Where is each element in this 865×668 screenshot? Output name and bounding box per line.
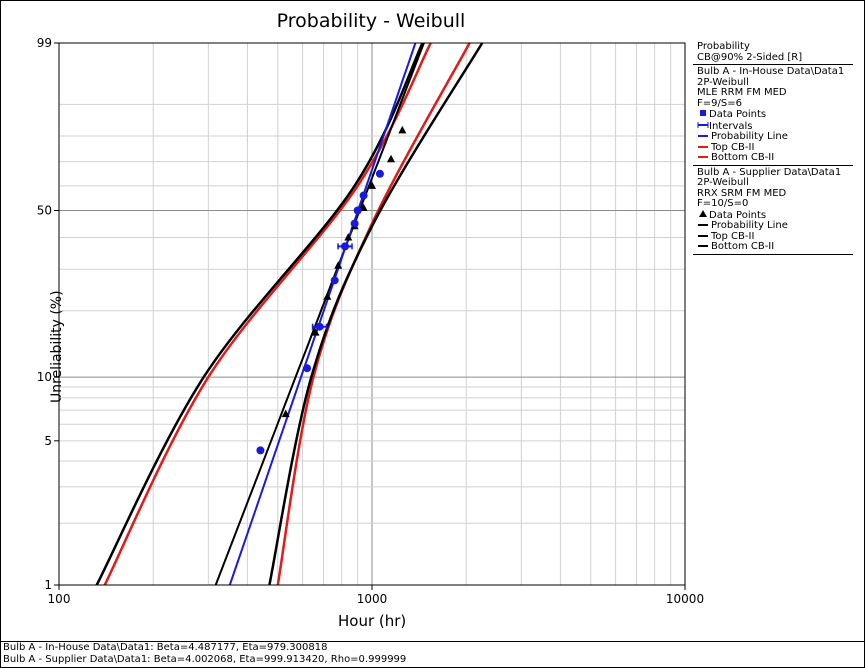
legend-g1-model: 2P-Weibull [697, 76, 749, 88]
supplier-data-point [344, 233, 353, 241]
legend-item-g1-intervals: Intervals [697, 121, 857, 133]
legend-g2-model: 2P-Weibull [697, 177, 749, 188]
supplier-data-point [368, 181, 376, 189]
supplier-bottom-cb-line [268, 43, 484, 585]
tick-labels: 100 1000 10000 1 5 10 50 99 [37, 36, 704, 606]
legend-item-g2-top: Top CB-II [697, 231, 857, 243]
supplier-data-point [323, 292, 332, 300]
y-tick-label: 5 [44, 434, 52, 448]
inhouse-bottom-cb-line [276, 43, 471, 585]
legend-divider [693, 64, 853, 65]
y-tick-label: 99 [37, 36, 52, 50]
black-line-swatch [698, 245, 708, 247]
legend: Probability CB@90% 2-Sided [R] Bulb A - … [693, 41, 857, 257]
inhouse-data-point [256, 446, 265, 455]
supplier-top-cb-line [95, 43, 424, 585]
legend-item-g1-line: Probability Line [697, 131, 857, 143]
supplier-data-point [398, 125, 407, 134]
x-tick-label: 1000 [357, 592, 388, 606]
inhouse-data-point [315, 322, 324, 331]
supplier-probability-line [214, 43, 425, 585]
legend-item-g1-top: Top CB-II [697, 142, 857, 154]
supplier-data-point [311, 328, 320, 336]
data-points [256, 125, 407, 455]
inhouse-data-point [330, 276, 339, 285]
legend-g2-counts: F=10/S=0 [697, 198, 749, 209]
red-line-swatch [698, 145, 708, 148]
legend-item-g2-points: Data Points [697, 209, 857, 222]
legend-g1-method: MLE RRM FM MED [697, 87, 787, 98]
legend-divider [693, 253, 853, 255]
triangle-icon [697, 209, 709, 222]
y-tick-label: 50 [37, 204, 52, 218]
inhouse-top-cb-line [103, 43, 432, 585]
x-tick-label: 100 [48, 592, 71, 606]
red-line-swatch [698, 156, 708, 158]
inhouse-data-point [359, 191, 368, 200]
chart-title: Probability - Weibull [276, 10, 466, 32]
y-tick-label: 1 [44, 578, 52, 592]
legend-item-g1-points: Data Points [697, 109, 857, 121]
supplier-data-point [386, 154, 395, 163]
legend-header-2: CB@90% 2-Sided [R] [697, 51, 803, 63]
grid [59, 43, 685, 585]
footer-line-1: Bulb A - In-House Data\Data1: Beta=4.487… [3, 642, 328, 653]
legend-g1-name: Bulb A - In-House Data\Data1 [697, 66, 845, 77]
x-tick-label: 10000 [666, 592, 704, 606]
footer-line-2: Bulb A - Supplier Data\Data1: Beta=4.002… [3, 654, 407, 665]
legend-item-g1-bottom: Bottom CB-II [697, 152, 857, 164]
black-line-swatch [698, 234, 708, 237]
inhouse-probability-line [228, 43, 417, 585]
black-line-swatch [698, 224, 708, 226]
inhouse-data-point [341, 242, 350, 251]
plot-border [58, 42, 686, 586]
supplier-data-point [281, 409, 290, 418]
inhouse-data-point [350, 219, 359, 228]
legend-divider [693, 164, 853, 166]
legend-item-g2-bottom: Bottom CB-II [697, 241, 857, 253]
inhouse-data-point [353, 206, 362, 215]
square-icon [697, 109, 709, 121]
legend-item-g2-line: Probability Line [697, 220, 857, 232]
blue-line-swatch [698, 135, 708, 137]
supplier-data-point [359, 203, 368, 211]
footer: Bulb A - In-House Data\Data1: Beta=4.487… [0, 641, 865, 666]
legend-g2-method: RRX SRM FM MED [697, 187, 787, 199]
legend-g2-name: Bulb A - Supplier Data\Data1 [697, 166, 842, 178]
supplier-data-point [334, 261, 343, 269]
inhouse-data-point [303, 364, 312, 373]
legend-header-1: Probability [697, 41, 750, 52]
interval-icon [697, 121, 709, 133]
y-tick-label: 10 [37, 370, 52, 384]
fit-lines [95, 43, 484, 585]
legend-g1-counts: F=9/S=6 [697, 97, 742, 109]
x-axis-label: Hour (hr) [338, 612, 407, 630]
inhouse-data-point [375, 169, 384, 178]
